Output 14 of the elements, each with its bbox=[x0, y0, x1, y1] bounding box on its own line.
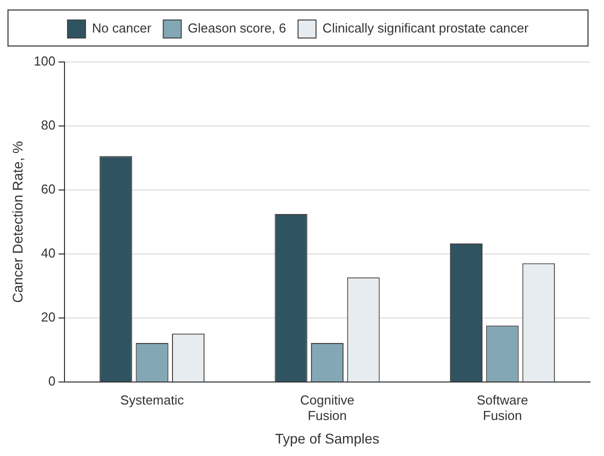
y-tick-label: 80 bbox=[41, 118, 56, 133]
x-tick-label: Software Fusion bbox=[476, 392, 528, 423]
legend-label: Clinically significant prostate cancer bbox=[322, 20, 530, 36]
y-axis-title: Cancer Detection Rate, % bbox=[9, 141, 26, 303]
y-tick-label: 20 bbox=[41, 310, 56, 325]
x-axis-title: Type of Samples bbox=[275, 430, 380, 446]
y-tick-label: 40 bbox=[41, 246, 56, 261]
legend-label: Gleason score, 6 bbox=[188, 20, 286, 36]
y-tick-label: 0 bbox=[48, 374, 56, 389]
legend-label: No cancer bbox=[92, 20, 152, 36]
y-tick-label: 100 bbox=[34, 54, 56, 69]
x-tick-label: Systematic bbox=[120, 392, 184, 408]
y-tick-label: 60 bbox=[41, 182, 56, 197]
x-tick-label: Cognitive Fusion bbox=[300, 392, 354, 423]
